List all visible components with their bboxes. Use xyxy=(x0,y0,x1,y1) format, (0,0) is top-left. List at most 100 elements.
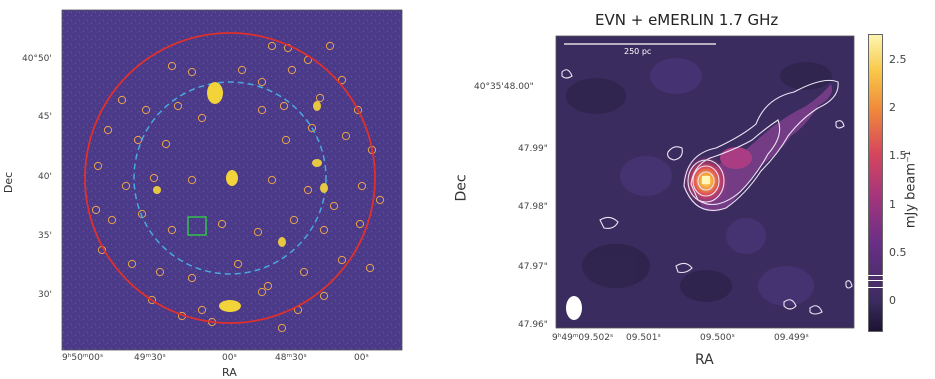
source-marker xyxy=(233,259,243,269)
source-marker xyxy=(257,77,267,87)
source-marker xyxy=(253,227,263,237)
jet-knot xyxy=(720,147,752,169)
colorbar-tick-6: 0 xyxy=(889,294,896,307)
right-ytick-2: 47.99" xyxy=(518,144,548,154)
colorbar-contour-ticks xyxy=(868,275,883,293)
source-marker xyxy=(187,67,197,77)
right-xtick-3: 09.500ˢ xyxy=(700,333,735,343)
source-marker xyxy=(121,181,131,191)
left-ytick-5: 30' xyxy=(38,290,52,300)
bright-sources xyxy=(153,82,328,312)
left-image-panel xyxy=(61,9,403,351)
source-marker xyxy=(103,125,113,135)
source-marker xyxy=(107,215,117,225)
right-xtick-2: 09.501ˢ xyxy=(626,333,661,343)
source-marker xyxy=(353,105,363,115)
colorbar-tick-1: 2.5 xyxy=(889,53,907,66)
source-marker xyxy=(257,287,267,297)
left-ytick-1: 40°50' xyxy=(22,54,52,64)
source-marker xyxy=(267,175,277,185)
colorbar-tick-5: 0.5 xyxy=(889,246,907,259)
left-xtick-1: 9ʰ50ᵐ00ˢ xyxy=(62,353,104,363)
right-xtick-4: 09.499ˢ xyxy=(774,333,809,343)
source-marker xyxy=(365,263,375,273)
right-ytick-5: 47.96" xyxy=(518,320,548,330)
source-marker xyxy=(375,195,385,205)
source-marker xyxy=(127,259,137,269)
left-xtick-2: 49ᵐ30ˢ xyxy=(134,353,166,363)
right-radio-map xyxy=(555,35,855,329)
source-marker xyxy=(287,65,297,75)
source-marker xyxy=(91,205,101,215)
beam-ellipse xyxy=(566,296,582,320)
colorbar-tick-4: 1 xyxy=(889,198,896,211)
source-marker xyxy=(257,105,267,115)
source-marker xyxy=(187,273,197,283)
right-ytick-4: 47.97" xyxy=(518,262,548,272)
source-marker xyxy=(315,93,325,103)
left-xtick-4: 48ᵐ30ˢ xyxy=(275,353,307,363)
left-xtick-3: 00ˢ xyxy=(222,353,237,363)
source-marker xyxy=(197,305,207,315)
source-marker xyxy=(303,185,313,195)
noise-blobs xyxy=(566,58,832,306)
source-marker xyxy=(161,139,171,149)
source-marker xyxy=(281,135,291,145)
source-marker xyxy=(147,295,157,305)
source-marker xyxy=(355,219,365,229)
colorbar-tick-2: 2 xyxy=(889,101,896,114)
right-panel-title: EVN + eMERLIN 1.7 GHz xyxy=(595,11,779,29)
source-marker xyxy=(237,65,247,75)
left-ytick-3: 40' xyxy=(38,172,52,182)
colorbar-label: mJy beam⁻¹ xyxy=(903,150,919,229)
source-marker xyxy=(319,291,329,301)
right-image-panel xyxy=(555,35,855,329)
jet-emission xyxy=(696,84,833,212)
source-markers xyxy=(91,41,385,333)
source-marker xyxy=(141,105,151,115)
source-marker xyxy=(217,219,227,229)
source-marker xyxy=(325,41,335,51)
right-ytick-1: 40°35'48.00" xyxy=(474,82,534,92)
colorbar xyxy=(868,34,883,332)
source-marker xyxy=(337,75,347,85)
source-marker xyxy=(167,225,177,235)
source-marker xyxy=(341,131,351,141)
left-x-axis-label: RA xyxy=(222,366,237,379)
source-marker xyxy=(289,215,299,225)
source-marker xyxy=(93,161,103,171)
outer-red-circle xyxy=(84,32,376,324)
source-marker xyxy=(299,267,309,277)
source-marker xyxy=(173,101,183,111)
scale-bar-label: 250 pc xyxy=(624,47,652,56)
source-marker xyxy=(307,123,317,133)
left-y-axis-label: Dec xyxy=(2,171,16,194)
left-radio-map xyxy=(61,9,403,351)
source-marker xyxy=(357,181,367,191)
source-marker xyxy=(117,95,127,105)
inner-dashed-circle xyxy=(133,81,327,275)
source-marker xyxy=(329,201,339,211)
source-marker xyxy=(337,255,347,265)
left-xtick-5: 00ˢ xyxy=(354,353,369,363)
source-marker xyxy=(187,175,197,185)
left-ytick-2: 45' xyxy=(38,112,52,122)
highlight-box xyxy=(187,216,207,236)
right-ytick-3: 47.98" xyxy=(518,202,548,212)
source-marker xyxy=(319,225,329,235)
right-x-axis-label: RA xyxy=(695,352,714,368)
source-marker xyxy=(167,61,177,71)
source-marker xyxy=(263,281,273,291)
colorbar-tick-3: 1.5 xyxy=(889,149,907,162)
source-marker xyxy=(279,101,289,111)
source-marker xyxy=(197,113,207,123)
core-peak xyxy=(702,176,710,184)
left-ytick-4: 35' xyxy=(38,231,52,241)
source-marker xyxy=(277,323,287,333)
source-marker xyxy=(267,41,277,51)
contours xyxy=(561,69,853,315)
right-xtick-1: 9ʰ49ᵐ09.502ˢ xyxy=(552,333,614,343)
right-y-axis-label: Dec xyxy=(453,174,470,202)
source-marker xyxy=(149,173,159,183)
source-marker xyxy=(155,267,165,277)
